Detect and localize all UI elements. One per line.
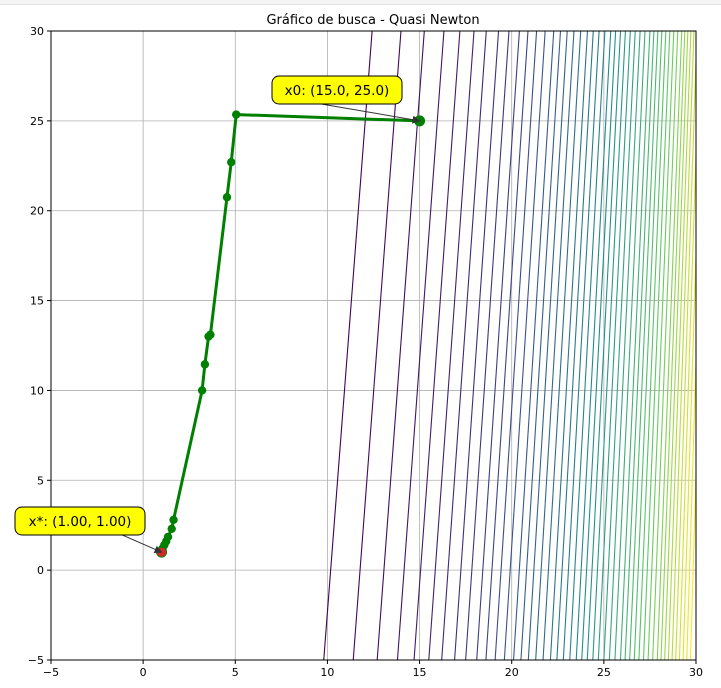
search-path-point — [204, 332, 213, 341]
contour-line — [629, 31, 659, 660]
contour-line — [575, 31, 612, 660]
contour-line — [494, 31, 538, 660]
contour-line — [376, 31, 425, 660]
search-path-point — [197, 386, 207, 395]
contour-line — [603, 31, 636, 660]
annotations: x0: (15.0, 25.0) x*: (1.00, 1.00) — [14, 75, 421, 554]
contour-line — [527, 31, 568, 660]
contour-lines — [323, 31, 696, 660]
contour-line — [352, 31, 402, 660]
y-tick-label: −5 — [28, 654, 44, 667]
contour-line — [664, 31, 689, 660]
y-tick-label: 25 — [30, 115, 44, 128]
search-path — [156, 110, 426, 558]
x-tick-label: 25 — [597, 666, 611, 679]
contour-line — [678, 138, 696, 660]
contour-line — [581, 31, 617, 660]
contour-line — [675, 44, 696, 660]
axes-frame — [50, 30, 697, 661]
contour-line — [686, 343, 696, 660]
axis-ticks: −5 0 5 10 15 20 25 30 −5 0 5 10 15 20 25 30 — [28, 25, 703, 679]
x-tick-label: 10 — [320, 666, 334, 679]
contour-line — [682, 237, 696, 660]
y-tick-label: 0 — [37, 564, 44, 577]
annotation-label: x*: (1.00, 1.00) — [29, 514, 132, 530]
contour-line — [592, 31, 626, 660]
contour-line — [465, 31, 510, 660]
contour-line — [689, 456, 696, 660]
contour-line — [513, 31, 555, 660]
contour-line — [633, 31, 663, 660]
contour-line — [556, 31, 594, 660]
contour-line — [671, 31, 695, 660]
contour-line — [647, 31, 675, 660]
contour-line — [569, 31, 606, 660]
x-tick-label: 15 — [413, 666, 427, 679]
contour-line — [652, 31, 679, 660]
x-tick-label: 5 — [232, 666, 239, 679]
contour-line — [485, 31, 529, 660]
y-tick-label: 15 — [30, 295, 44, 308]
contour-line — [396, 31, 445, 660]
search-path-point — [169, 515, 178, 525]
contour-line — [520, 31, 562, 660]
contour-line — [413, 31, 461, 660]
notebook-top-border — [0, 0, 721, 5]
y-tick-label: 5 — [37, 474, 44, 487]
contour-line — [624, 31, 655, 660]
contour-line — [503, 31, 546, 660]
x-tick-label: 0 — [140, 666, 147, 679]
search-path-point — [167, 524, 176, 534]
x-tick-label: 30 — [689, 666, 703, 679]
contour-line — [597, 31, 631, 660]
annotation-arrow — [119, 533, 163, 554]
contour-line — [638, 31, 667, 660]
search-path-point — [200, 360, 210, 369]
contour-line — [660, 31, 686, 660]
contour-line — [549, 31, 589, 660]
contour-line — [476, 31, 520, 660]
annotation-label: x0: (15.0, 25.0) — [285, 83, 390, 99]
contour-line — [454, 31, 500, 660]
contour-line — [428, 31, 475, 660]
search-path-line — [160, 113, 420, 553]
contour-line — [441, 31, 487, 660]
contour-line — [608, 31, 641, 660]
annotation-box — [14, 506, 146, 536]
search-path-point — [222, 193, 232, 202]
search-path-point — [227, 157, 236, 167]
contour-line — [656, 31, 683, 660]
contour-line — [614, 31, 646, 660]
search-path-point — [232, 110, 241, 119]
y-tick-label: 20 — [30, 205, 44, 218]
contour-line — [535, 31, 575, 660]
contour-line — [586, 31, 622, 660]
x-tick-label: −5 — [43, 666, 59, 679]
contour-line — [667, 31, 692, 660]
contour-line — [323, 31, 373, 660]
x-tick-label: 20 — [505, 666, 519, 679]
contour-line — [542, 31, 582, 660]
chart-title: Gráfico de busca - Quasi Newton — [266, 13, 479, 28]
contour-line — [619, 31, 651, 660]
contour-line — [562, 31, 600, 660]
y-tick-label: 10 — [30, 384, 44, 397]
annotation-box — [271, 75, 403, 105]
contour-line — [642, 31, 671, 660]
y-tick-label: 30 — [30, 25, 44, 38]
